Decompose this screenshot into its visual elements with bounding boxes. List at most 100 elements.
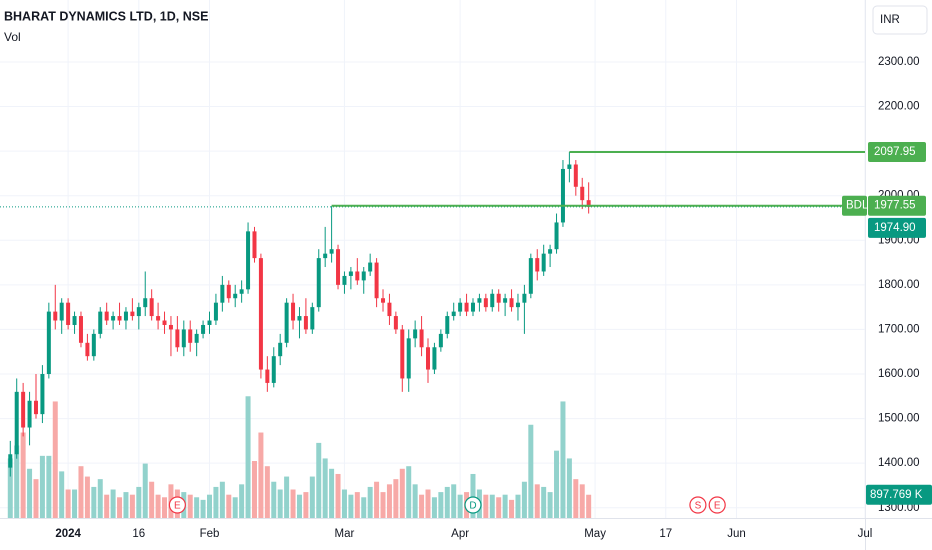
candle-body [220, 284, 225, 303]
volume-bar [59, 471, 65, 518]
volume-bar [290, 489, 296, 518]
candle-body [406, 338, 411, 379]
symbol-box [842, 195, 867, 216]
candle-body [130, 311, 135, 317]
volume-bar [213, 486, 219, 518]
volume-bar [309, 476, 315, 518]
candle-body [496, 293, 501, 303]
volume-bar [496, 497, 502, 518]
candle-body [33, 400, 38, 415]
candle-body [342, 275, 347, 285]
x-tick-label: Jun [727, 528, 746, 540]
x-tick-label: May [584, 528, 606, 540]
candle-body [419, 329, 424, 348]
candle-body [201, 324, 206, 334]
candle-body [14, 391, 19, 455]
volume-bar [149, 481, 155, 518]
x-tick-label: Mar [335, 528, 355, 540]
candle-body [252, 231, 257, 259]
volume-bar [521, 481, 527, 518]
volume-bar [509, 499, 515, 518]
volume-bar [528, 424, 534, 518]
volume-bar [136, 486, 142, 518]
currency-text: INR [880, 14, 900, 26]
y-tick-label: 1700.00 [878, 323, 920, 335]
level-label: 2097.95 [874, 146, 916, 158]
x-tick-label: 17 [659, 528, 672, 540]
candle-body [573, 164, 578, 187]
volume-bar [123, 492, 129, 518]
volume-bar [367, 486, 373, 518]
event-label: S [695, 501, 702, 512]
volume-bar [117, 497, 123, 518]
x-tick-label: Jul [858, 528, 873, 540]
candle-body [104, 311, 109, 321]
candle-body [278, 342, 283, 357]
y-tick-label: 2300.00 [878, 56, 920, 68]
volume-bar [502, 494, 508, 518]
y-tick-label: 2200.00 [878, 101, 920, 113]
candle-body [194, 333, 199, 343]
volume-bar [78, 466, 84, 518]
candle-body [168, 324, 173, 330]
candle-body [483, 298, 488, 308]
event-marker [689, 496, 707, 514]
candle-body [117, 316, 122, 321]
candle-body [355, 271, 360, 281]
candle-body [541, 253, 546, 272]
volume-bar [586, 494, 592, 518]
candle-body [361, 271, 366, 281]
volume-bar [444, 486, 450, 518]
volume-bar [20, 432, 26, 518]
volume-bar [451, 484, 457, 518]
candle-body [59, 302, 64, 321]
volume-bar [33, 479, 39, 518]
candle-body [567, 164, 572, 169]
candle-body [432, 347, 437, 370]
candle-body [509, 298, 514, 308]
candle-body [528, 258, 533, 294]
volume-bar [560, 401, 566, 518]
volume-bar [354, 492, 360, 518]
candle-body [72, 316, 77, 325]
candle-body [310, 307, 315, 330]
candle-body [8, 454, 13, 468]
volume-bar [39, 455, 45, 518]
volume-bar [515, 494, 521, 518]
candle-body [27, 400, 32, 428]
candle-body [53, 311, 58, 321]
level-label-box [868, 195, 926, 216]
currency-button[interactable] [872, 5, 928, 35]
candle-body [246, 231, 251, 290]
candle-body [374, 262, 379, 299]
candle-body [156, 316, 161, 321]
candle-body [464, 302, 469, 312]
candle-body [98, 311, 103, 334]
x-tick-label: 2024 [55, 528, 81, 540]
volume-bar [52, 401, 58, 518]
candle-body [490, 293, 495, 308]
volume-bar [579, 484, 585, 518]
volume-bar [277, 489, 283, 518]
volume-bar [470, 473, 476, 518]
candle-body [123, 311, 128, 321]
candle-body [503, 298, 508, 303]
volume-bar [393, 479, 399, 518]
volume-bar [457, 494, 463, 518]
candle-body [400, 329, 405, 379]
candle-body [136, 307, 141, 317]
last-price-box [868, 217, 926, 238]
event-marker [464, 496, 482, 514]
candle-body [239, 289, 244, 294]
candle-body [413, 329, 418, 339]
volume-bar [534, 484, 540, 518]
volume-bar [142, 463, 148, 518]
volume-bar [72, 489, 78, 518]
candle-body [470, 302, 475, 312]
volume-bar [264, 466, 270, 518]
candle-body [46, 311, 51, 375]
candle-body [336, 249, 341, 285]
candle-body [323, 253, 328, 259]
candle-body [387, 302, 392, 317]
